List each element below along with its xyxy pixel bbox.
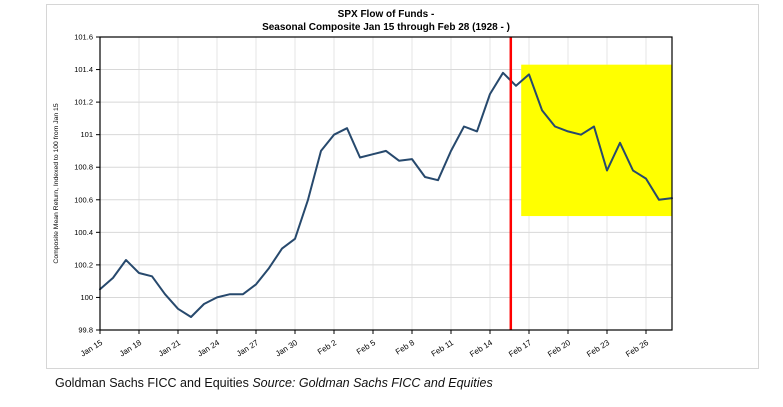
svg-text:Jan 21: Jan 21 [157, 338, 183, 359]
chart-plot: 99.8 100 100.2 100.4 100.6 100.8 101 101.2 101.4… [53, 33, 673, 359]
source-caption: Goldman Sachs FICC and Equities Source: … [55, 376, 493, 390]
svg-text:101: 101 [80, 130, 93, 139]
svg-text:Jan 15: Jan 15 [79, 338, 105, 359]
svg-text:Jan 30: Jan 30 [274, 338, 300, 359]
chart-title-line1: SPX Flow of Funds - [337, 9, 435, 20]
svg-text:Feb 14: Feb 14 [468, 338, 494, 359]
svg-text:Feb 17: Feb 17 [507, 338, 533, 359]
svg-text:Feb 26: Feb 26 [624, 338, 650, 359]
caption-text: Goldman Sachs FICC and Equities [55, 376, 253, 390]
svg-text:101.6: 101.6 [74, 33, 93, 42]
chart-title: SPX Flow of Funds - Seasonal Composite J… [100, 8, 672, 34]
svg-text:Jan 18: Jan 18 [118, 338, 144, 359]
svg-text:100.4: 100.4 [74, 228, 93, 237]
chart-title-line2: Seasonal Composite Jan 15 through Feb 28… [262, 22, 510, 33]
svg-text:101.2: 101.2 [74, 98, 93, 107]
svg-text:99.8: 99.8 [78, 326, 93, 335]
svg-text:Feb 23: Feb 23 [585, 338, 611, 359]
svg-text:101.4: 101.4 [74, 65, 93, 74]
svg-text:Jan 24: Jan 24 [196, 338, 222, 359]
svg-text:Feb 5: Feb 5 [355, 338, 378, 357]
svg-text:Composite Mean Return, Indexed: Composite Mean Return, Indexed to 100 fr… [53, 103, 60, 263]
svg-text:100.2: 100.2 [74, 260, 93, 269]
svg-text:Feb 20: Feb 20 [546, 338, 572, 359]
svg-text:100.6: 100.6 [74, 195, 93, 204]
svg-text:100: 100 [80, 293, 93, 302]
svg-text:Feb 2: Feb 2 [316, 338, 339, 357]
svg-text:Jan 27: Jan 27 [235, 338, 261, 359]
caption-source: Source: Goldman Sachs FICC and Equities [252, 376, 493, 390]
svg-text:100.8: 100.8 [74, 163, 93, 172]
svg-text:Feb 8: Feb 8 [394, 338, 417, 357]
svg-text:Feb 11: Feb 11 [430, 338, 456, 359]
